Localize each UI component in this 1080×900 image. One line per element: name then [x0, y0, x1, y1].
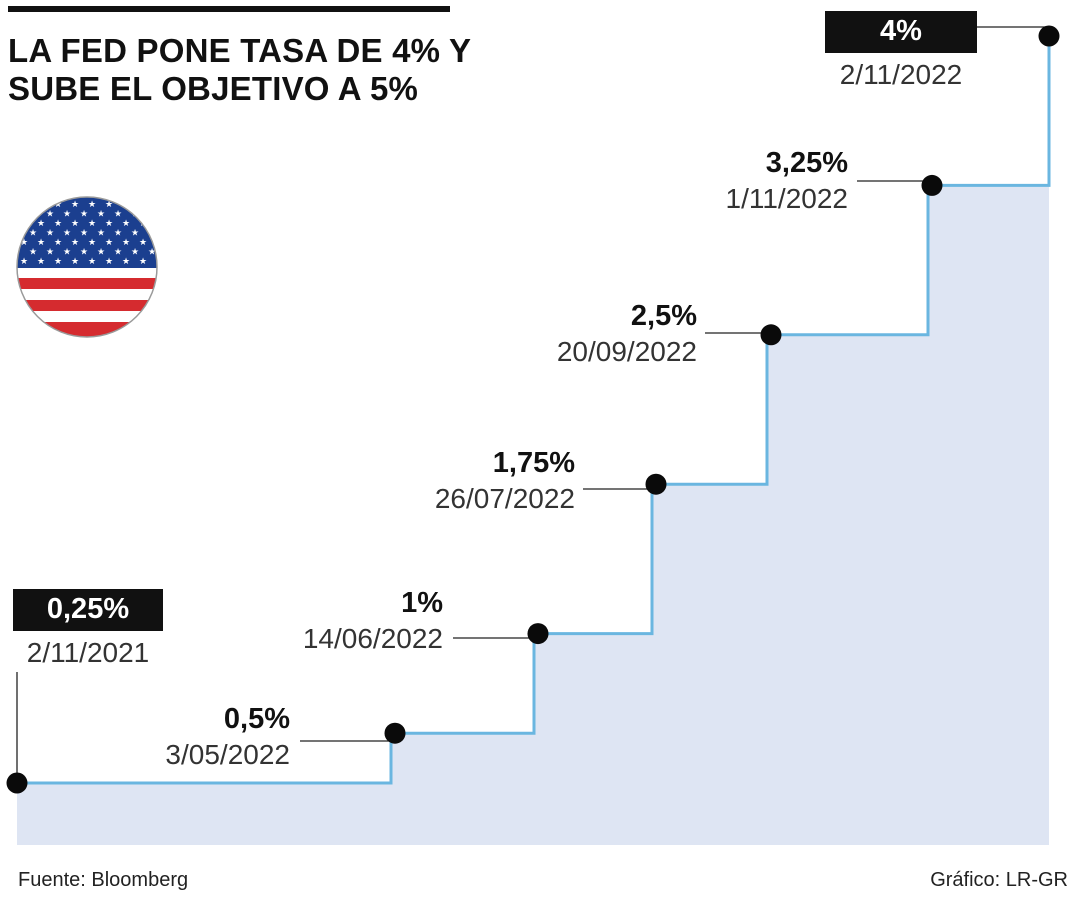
flag-star-icon: ★: [148, 248, 156, 258]
us-flag-icon: ★ ★ ★ ★ ★ ★ ★ ★★ ★ ★ ★ ★ ★ ★ ★★ ★ ★ ★ ★ ★ ★ ★★ ★ ★ ★ ★ ★ ★ ★★ ★ ★ ★ ★ ★ ★ ★…: [16, 196, 158, 338]
flag-star-icon: ★: [131, 229, 139, 239]
flag-star-icon: ★: [80, 210, 88, 220]
flag-star-icon: ★: [114, 248, 122, 258]
date-label: 1/11/2022: [726, 183, 849, 214]
flag-star-icon: ★: [63, 248, 71, 258]
value-label: 0,25%: [47, 593, 129, 625]
flag-star-icon: ★: [114, 210, 122, 220]
flag-star-icon: ★: [71, 257, 79, 267]
value-label: 0,5%: [224, 703, 290, 735]
flag-star-icon: ★: [37, 257, 45, 267]
flag-star-icon: ★: [88, 200, 96, 210]
flag-star-icon: ★: [54, 238, 62, 248]
value-label: 1,75%: [493, 447, 575, 479]
date-label: 2/11/2021: [27, 637, 150, 668]
flag-star-icon: ★: [20, 257, 28, 267]
flag-star-icon: ★: [80, 248, 88, 258]
flag-star-icon: ★: [29, 229, 37, 239]
flag-star-icon: ★: [105, 238, 113, 248]
value-label: 1%: [401, 587, 443, 619]
flag-star-icon: ★: [71, 200, 79, 210]
date-label: 2/11/2022: [840, 59, 963, 90]
date-label: 26/07/2022: [435, 483, 575, 514]
flag-star-icon: ★: [122, 219, 130, 229]
value-label: 3,25%: [766, 147, 848, 179]
flag-star-icon: ★: [88, 257, 96, 267]
data-point: [527, 623, 549, 645]
flag-star-icon: ★: [139, 257, 147, 267]
flag-star-icon: ★: [37, 238, 45, 248]
flag-star-icon: ★: [63, 229, 71, 239]
value-label: 4%: [880, 15, 922, 47]
flag-star-icon: ★: [88, 238, 96, 248]
flag-star-icon: ★: [88, 219, 96, 229]
flag-star-icon: ★: [63, 210, 71, 220]
flag-star-icon: ★: [97, 229, 105, 239]
flag-star-icon: ★: [139, 238, 147, 248]
flag-star-icon: ★: [46, 248, 54, 258]
flag-star-icon: ★: [20, 238, 28, 248]
flag-star-icon: ★: [122, 257, 130, 267]
source-note: Fuente: Bloomberg: [18, 869, 189, 891]
flag-star-icon: ★: [105, 200, 113, 210]
data-point: [6, 772, 28, 794]
flag-star-icon: ★: [54, 219, 62, 229]
data-point: [384, 722, 406, 744]
flag-star-icon: ★: [54, 200, 62, 210]
date-label: 14/06/2022: [303, 623, 443, 654]
flag-star-icon: ★: [46, 229, 54, 239]
date-label: 3/05/2022: [165, 739, 290, 770]
value-label-box: [825, 11, 977, 53]
data-point: [1038, 25, 1060, 47]
data-point: [760, 324, 782, 346]
value-label-box: [13, 589, 163, 631]
credit-note: Gráfico: LR-GR: [930, 869, 1068, 891]
flag-star-icon: ★: [46, 210, 54, 220]
flag-star-icon: ★: [54, 257, 62, 267]
chart-title: LA FED PONE TASA DE 4% Y SUBE EL OBJETIV…: [8, 32, 471, 107]
flag-star-icon: ★: [122, 238, 130, 248]
flag-star-icon: ★: [105, 219, 113, 229]
flag-star-icon: ★: [105, 257, 113, 267]
title-rule: [8, 6, 450, 12]
flag-star-icon: ★: [80, 229, 88, 239]
flag-star-icon: ★: [71, 219, 79, 229]
flag-star-icon: ★: [114, 229, 122, 239]
chart-area: [17, 36, 1049, 845]
data-point: [921, 174, 943, 196]
date-label: 20/09/2022: [557, 336, 697, 367]
data-point: [645, 473, 667, 495]
value-label: 2,5%: [631, 300, 697, 332]
flag-star-icon: ★: [97, 210, 105, 220]
flag-star-icon: ★: [131, 248, 139, 258]
flag-star-icon: ★: [37, 219, 45, 229]
flag-star-icon: ★: [71, 238, 79, 248]
flag-star-icon: ★: [97, 248, 105, 258]
flag-star-icon: ★: [29, 248, 37, 258]
